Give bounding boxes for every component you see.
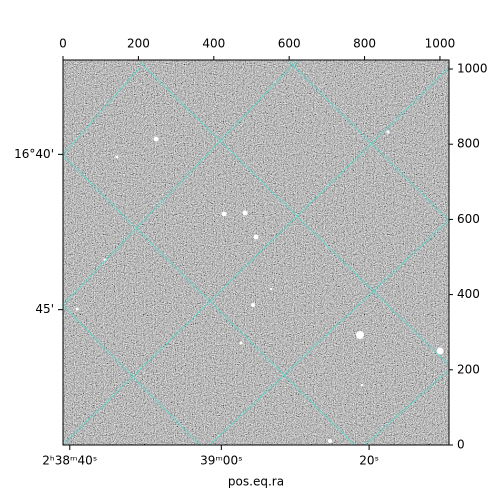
x-tick-label: 200	[127, 37, 150, 51]
x-tick-label: 600	[278, 37, 301, 51]
y-tick-label: 600	[457, 212, 480, 226]
x-tick-label: 0	[59, 37, 67, 51]
x-axis-label: pos.eq.ra	[228, 475, 284, 489]
x-tick-label: 1000	[425, 37, 456, 51]
sky-image	[63, 60, 449, 445]
dec-tick-label: 16°40'	[14, 147, 54, 161]
ra-tick-label: 2ʰ38ᵐ40ˢ	[42, 454, 97, 468]
x-tick-label: 400	[202, 37, 225, 51]
y-tick-label: 1000	[457, 62, 488, 76]
dec-tick-label: 45'	[35, 302, 54, 316]
ra-tick-label: 20ˢ	[359, 454, 379, 468]
y-tick-label: 200	[457, 362, 480, 376]
y-tick-label: 800	[457, 137, 480, 151]
ra-tick-label: 39ᵐ00ˢ	[200, 454, 243, 468]
y-tick-label: 0	[457, 438, 465, 452]
coordinate-grid	[63, 60, 449, 445]
frame	[62, 59, 450, 446]
x-tick-label: 800	[353, 37, 376, 51]
y-tick-label: 400	[457, 287, 480, 301]
stars	[75, 130, 444, 443]
